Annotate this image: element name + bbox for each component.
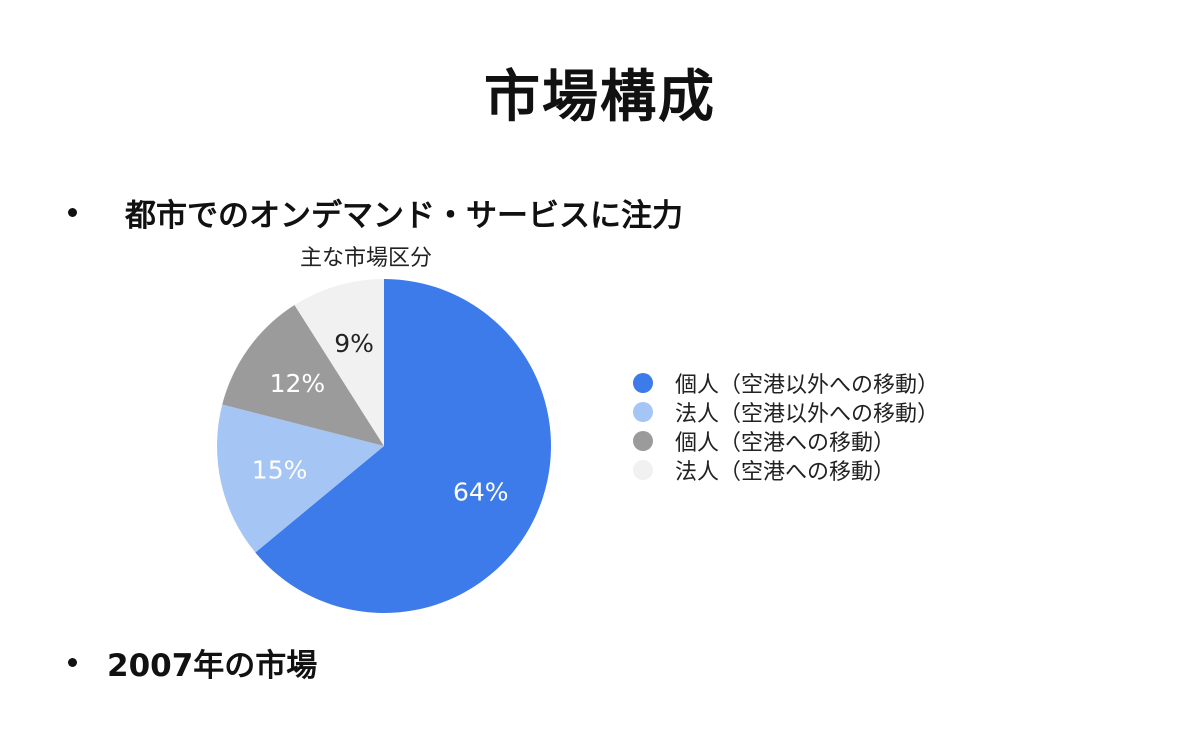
pie-chart: 64% 15% 12% 9%	[217, 279, 551, 613]
legend-label: 個人（空港への移動）	[675, 430, 896, 456]
pie-slice-1	[255, 279, 551, 613]
slide-title: 市場構成	[484, 65, 716, 130]
legend-item: 法人（空港への移動）	[633, 455, 939, 485]
legend-label: 個人（空港以外への移動）	[675, 372, 940, 398]
chart-title: 主な市場区分	[300, 246, 433, 271]
legend-item: 個人（空港への移動）	[633, 426, 939, 456]
legend-swatch-icon	[633, 401, 653, 422]
legend-swatch-icon	[633, 372, 653, 393]
bullet-dot-icon	[68, 208, 77, 217]
legend-item: 個人（空港以外への移動）	[633, 368, 940, 398]
pie-data-label: 9%	[334, 329, 374, 358]
pie-data-label: 12%	[270, 369, 326, 398]
pie-slice-2	[217, 404, 384, 553]
bullet-text: 都市でのオンデマンド・サービスに注力	[125, 198, 683, 234]
bullet-text: 2007年の市場	[107, 648, 318, 684]
bullet-dot-icon	[68, 658, 77, 667]
pie-data-label: 64%	[453, 478, 509, 507]
legend-item: 法人（空港以外への移動）	[633, 397, 940, 427]
pie-data-label: 15%	[252, 455, 308, 484]
bullet-item: 都市でのオンデマンド・サービスに注力	[68, 190, 683, 235]
legend-label: 法人（空港への移動）	[675, 459, 896, 485]
pie-slice-3	[222, 305, 384, 446]
legend-label: 法人（空港以外への移動）	[675, 401, 940, 427]
legend-swatch-icon	[633, 459, 653, 480]
chart-legend: 個人（空港以外への移動） 法人（空港以外への移動） 個人（空港への移動） 法人（空港へ…	[633, 368, 940, 485]
pie-slice-4	[294, 279, 384, 446]
bullet-item: 2007年の市場	[68, 640, 317, 685]
legend-swatch-icon	[633, 430, 653, 451]
